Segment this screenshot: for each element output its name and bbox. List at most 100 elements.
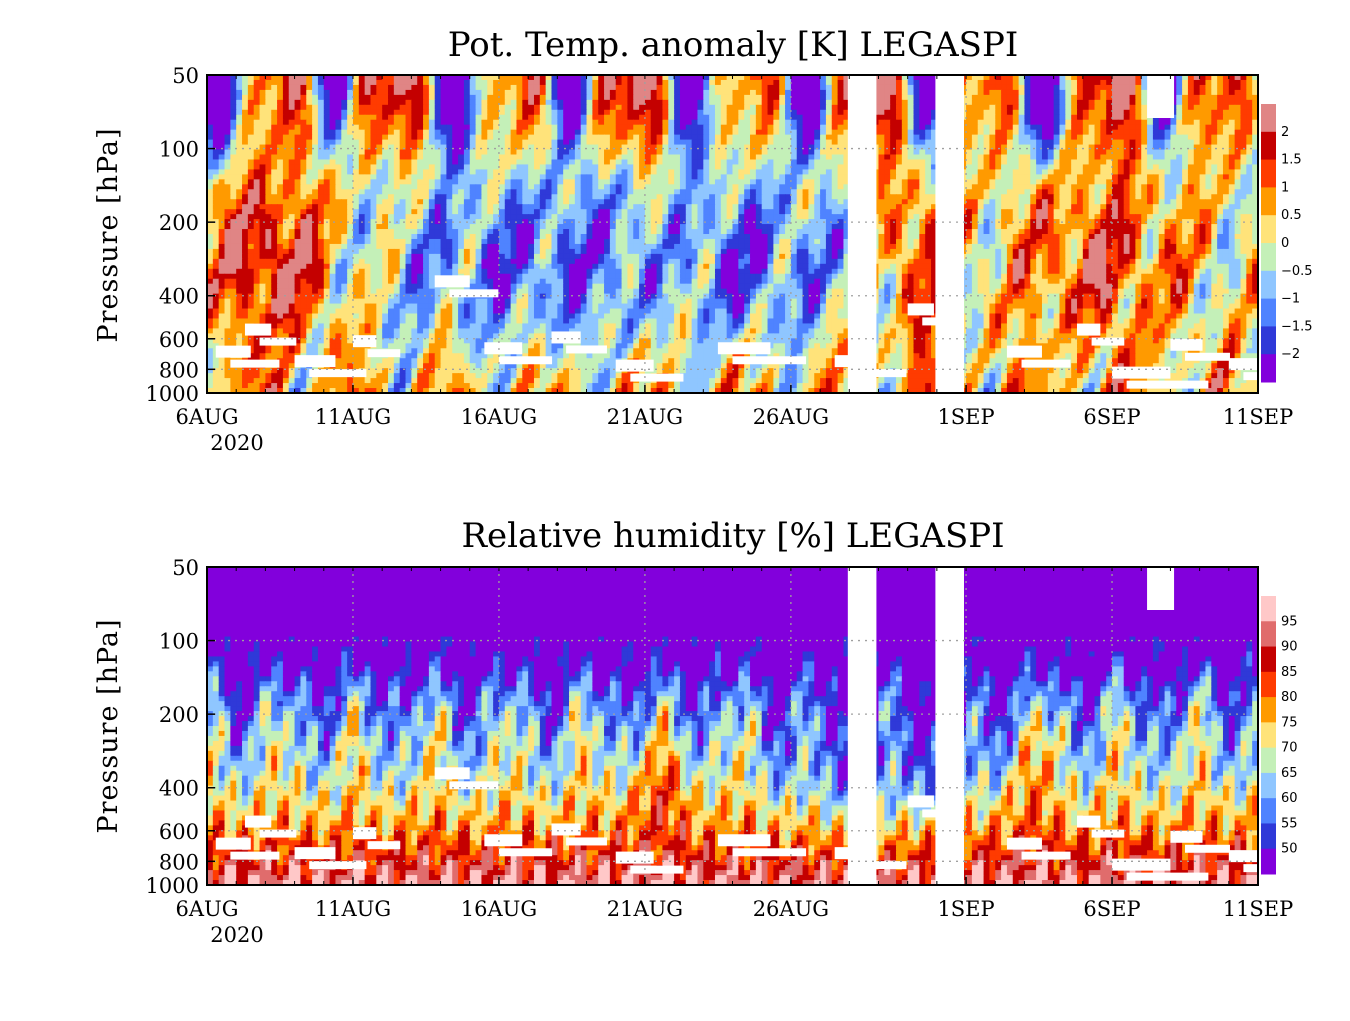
field-cell	[1059, 184, 1066, 190]
field-cell	[966, 209, 973, 215]
field-cell	[633, 174, 640, 180]
field-cell	[750, 79, 757, 86]
field-cell	[481, 179, 488, 185]
field-cell	[644, 204, 652, 210]
field-cell	[1123, 149, 1131, 156]
field-cell	[1193, 164, 1201, 171]
field-cell	[662, 104, 669, 111]
field-cell	[767, 159, 774, 166]
field-cell	[1053, 134, 1061, 141]
field-cell	[393, 109, 401, 116]
field-cell	[685, 89, 693, 96]
field-cell	[440, 75, 447, 81]
field-cell	[1047, 134, 1055, 141]
field-cell	[691, 129, 699, 136]
field-cell	[1252, 129, 1258, 136]
field-cell	[1036, 189, 1043, 195]
field-cell	[545, 114, 553, 121]
field-cell	[563, 114, 570, 121]
field-cell	[247, 184, 255, 190]
field-cell	[966, 154, 973, 161]
field-cell	[1246, 159, 1253, 166]
field-cell	[539, 199, 547, 205]
field-cell	[207, 134, 214, 141]
field-cell	[615, 139, 623, 146]
field-cell	[557, 179, 564, 185]
field-cell	[925, 114, 932, 121]
field-cell	[1141, 89, 1148, 96]
field-cell	[709, 89, 716, 96]
field-cell	[347, 109, 354, 116]
field-cell	[481, 194, 488, 200]
field-cell	[224, 75, 231, 81]
field-cell	[1182, 79, 1189, 86]
field-cell	[417, 75, 424, 81]
field-cell	[417, 159, 424, 166]
field-cell	[516, 149, 523, 156]
field-cell	[977, 109, 985, 116]
field-cell	[802, 99, 810, 106]
field-cell	[919, 75, 926, 81]
field-cell	[1129, 194, 1136, 200]
field-cell	[510, 89, 518, 96]
field-cell	[966, 119, 973, 126]
field-cell	[685, 184, 693, 190]
field-cell	[679, 139, 687, 146]
field-cell	[668, 184, 675, 190]
field-cell	[1147, 154, 1154, 161]
field-cell	[504, 114, 512, 121]
field-cell	[510, 154, 518, 161]
field-cell	[1176, 79, 1183, 86]
field-cell	[931, 179, 938, 185]
field-cell	[376, 164, 383, 171]
field-cell	[837, 139, 845, 146]
field-cell	[1106, 149, 1113, 156]
field-cell	[890, 159, 897, 166]
field-cell	[253, 124, 261, 131]
field-cell	[995, 149, 1002, 156]
field-cell	[1240, 174, 1247, 180]
field-cell	[440, 134, 447, 141]
field-cell	[382, 139, 389, 146]
field-cell	[703, 99, 710, 106]
field-cell	[1228, 134, 1236, 141]
field-cell	[913, 149, 920, 156]
field-cell	[574, 114, 582, 121]
field-cell	[1001, 189, 1008, 195]
field-cell	[1141, 174, 1148, 180]
field-cell	[1030, 144, 1037, 151]
field-cell	[434, 144, 442, 151]
field-cell	[288, 189, 296, 195]
field-cell	[253, 84, 261, 91]
field-cell	[808, 124, 815, 131]
field-cell	[1018, 124, 1026, 131]
field-cell	[376, 209, 383, 215]
field-cell	[370, 124, 377, 131]
field-cell	[405, 159, 412, 166]
field-cell	[1252, 139, 1258, 146]
field-cell	[825, 194, 833, 200]
field-cell	[329, 134, 337, 141]
field-cell	[761, 84, 769, 91]
field-cell	[487, 184, 494, 190]
field-cell	[913, 114, 920, 121]
field-cell	[1106, 194, 1113, 200]
field-cell	[726, 174, 734, 180]
field-cell	[1071, 194, 1078, 200]
field-cell	[341, 204, 348, 210]
field-cell	[1036, 119, 1043, 126]
field-cell	[1053, 89, 1061, 96]
field-cell	[1030, 109, 1037, 116]
field-cell	[802, 189, 810, 195]
field-cell	[1222, 109, 1230, 116]
field-cell	[282, 119, 290, 126]
field-cell	[557, 129, 564, 136]
field-cell	[557, 119, 564, 126]
field-cell	[895, 159, 903, 166]
field-cell	[358, 75, 366, 81]
field-cell	[720, 169, 728, 175]
field-cell	[609, 159, 617, 166]
field-cell	[434, 164, 442, 171]
field-cell	[504, 199, 512, 205]
field-cell	[785, 75, 792, 81]
